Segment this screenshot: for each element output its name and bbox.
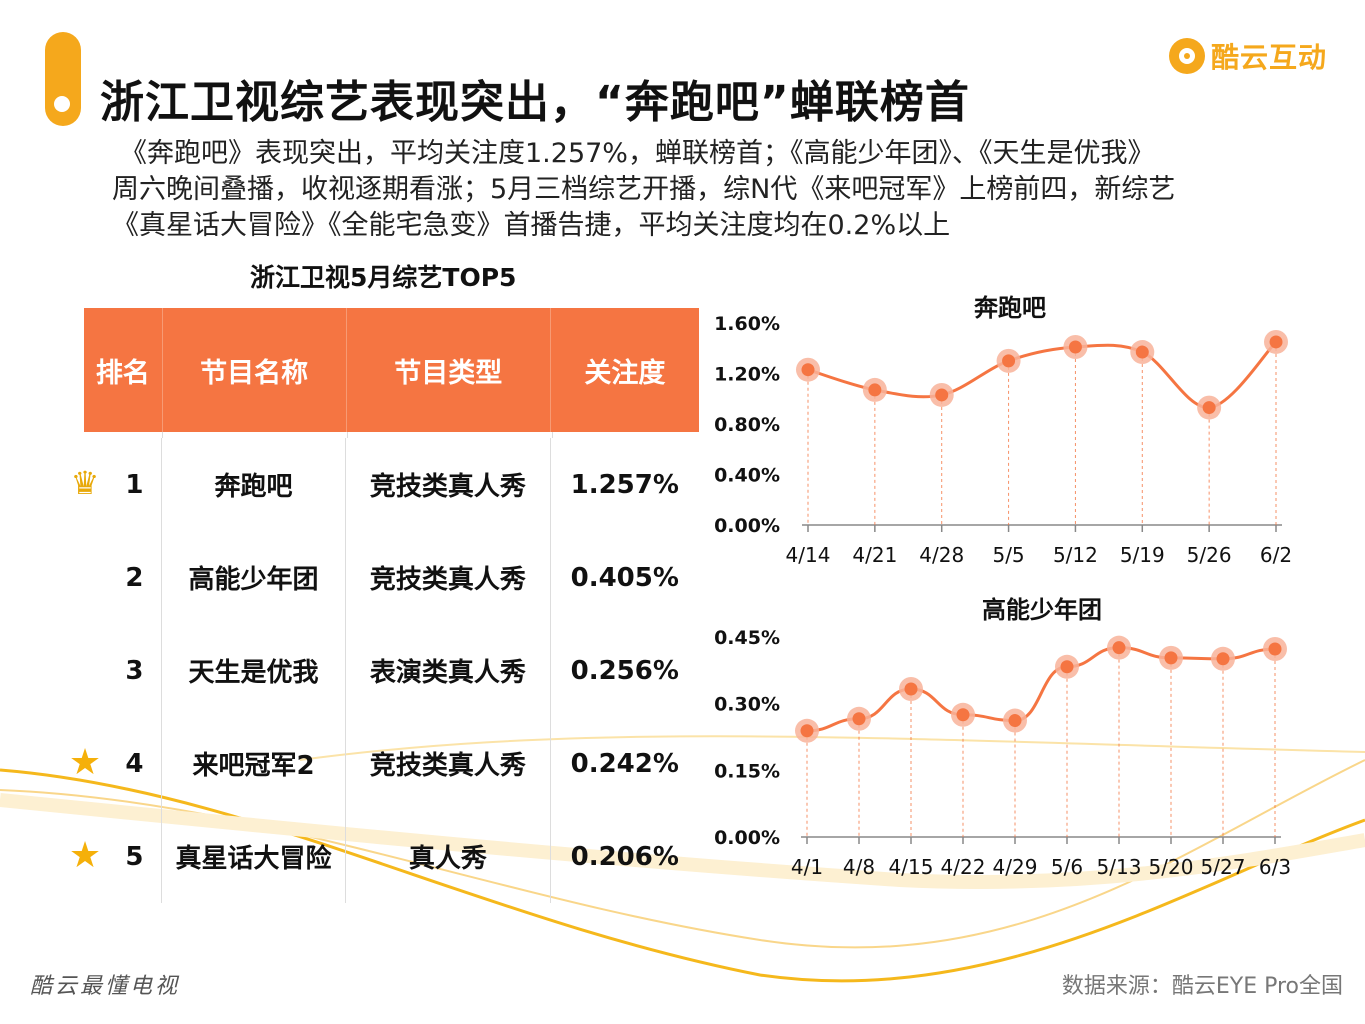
table-row: 3 天生是优我 表演类真人秀 0.256% [84,624,699,717]
chart-title: 奔跑吧 [974,294,1046,322]
rank-number: 4 [125,748,144,779]
program-name: 高能少年团 [162,531,347,624]
data-point [1068,340,1082,354]
description-line: 《奔跑吧》表现突出，平均关注度1.257%，蝉联榜首；《高能少年团》、《天生是优… [120,138,1155,169]
data-point [800,724,814,738]
x-tick-label: 5/12 [1053,543,1098,567]
header-program-type: 节目类型 [347,308,551,432]
data-point [956,708,970,722]
star-icon: ★ [68,834,102,876]
star-icon: ★ [68,741,102,783]
attention-value: 0.256% [570,655,679,686]
x-tick-label: 5/13 [1097,855,1142,879]
rank-number: 1 [125,469,144,500]
table-row: ★ 4 来吧冠军2 竞技类真人秀 0.242% [69,717,699,810]
table-header: 排名 节目名称 节目类型 关注度 [84,308,699,432]
data-point [1135,345,1149,359]
program-type: 竞技类真人秀 [346,717,551,810]
program-name: 真星话大冒险 [162,810,347,903]
program-name: 天生是优我 [162,624,347,717]
data-point [1268,642,1282,656]
description: 《奔跑吧》表现突出，平均关注度1.257%，蝉联榜首；《高能少年团》、《天生是优… [112,136,1302,244]
y-tick-label: 0.45% [714,627,780,649]
rank-number: 3 [125,655,144,686]
attention-value: 1.257% [570,469,679,500]
attention-value: 0.206% [570,841,679,872]
x-tick-label: 4/15 [889,855,934,879]
chart-gaoneng: 高能少年团 0.00% 0.15% 0.30% 0.45% 4/1 4/8 4/15 4/22 4… [705,592,1365,892]
data-point [1060,660,1074,674]
y-tick-label: 1.20% [714,364,780,386]
crown-icon: ♛ [70,464,100,502]
program-type: 竞技类真人秀 [346,531,551,624]
data-point [1008,714,1022,728]
x-tick-label: 5/27 [1201,855,1246,879]
data-point [1202,401,1216,415]
program-name: 来吧冠军2 [162,717,347,810]
brand-logo-icon [1168,38,1205,74]
title-accent-dot [54,96,70,112]
data-point [1216,652,1230,666]
x-tick-label: 6/2 [1260,543,1292,567]
attention-value: 0.242% [570,748,679,779]
table-row: 2 高能少年团 竞技类真人秀 0.405% [84,531,699,624]
table-row: ★ 5 真星话大冒险 真人秀 0.206% [69,810,699,903]
x-tick-label: 5/19 [1120,543,1165,567]
footer-source: 数据来源：酷云EYE Pro全国 [1061,974,1343,999]
page-title: 浙江卫视综艺表现突出，“奔跑吧”蝉联榜首 [100,77,970,128]
x-tick-label: 5/6 [1051,855,1083,879]
program-type: 表演类真人秀 [346,624,551,717]
x-tick-label: 4/1 [791,855,823,879]
header-attention: 关注度 [584,357,666,389]
y-tick-label: 0.00% [714,827,780,849]
x-tick-label: 4/28 [919,543,964,567]
data-point [801,363,815,377]
ranking-table: 排名 节目名称 节目类型 关注度 ♛ 1 奔跑吧 竞技类真人秀 1.257% 2 … [69,308,699,903]
y-tick-label: 0.80% [714,414,780,436]
x-tick-label: 4/14 [786,543,831,567]
chart-benpaoba: 奔跑吧 0.00% 0.40% 0.80% 1.20% 1.60% 4/14 4/21 4/28… [705,290,1365,580]
x-tick-label: 4/29 [993,855,1038,879]
table-title: 浙江卫视5月综艺TOP5 [250,263,517,292]
data-point [1164,651,1178,665]
y-tick-label: 0.00% [714,515,780,537]
x-tick-label: 5/26 [1187,543,1232,567]
data-point [904,682,918,696]
rank-number: 5 [125,841,144,872]
x-tick-label: 5/5 [992,543,1024,567]
data-point [868,383,882,397]
data-point [1002,354,1016,368]
y-tick-label: 0.40% [714,465,780,487]
header-program-name: 节目名称 [163,308,347,432]
y-tick-label: 0.15% [714,760,780,782]
description-line: 周六晚间叠播，收视逐期看涨；5月三档综艺开播，综N代《来吧冠军》上榜前四，新综艺 [112,174,1176,205]
table-row: ♛ 1 奔跑吧 竞技类真人秀 1.257% [71,438,699,531]
x-tick-label: 4/22 [941,855,986,879]
x-tick-label: 6/3 [1259,855,1291,879]
series-line [806,646,1276,733]
x-tick-label: 4/8 [843,855,875,879]
rank-number: 2 [125,562,144,593]
data-point [1269,335,1283,349]
chart-gaoneng-svg: 高能少年团 0.00% 0.15% 0.30% 0.45% 4/1 4/8 4/15 4/22 4… [714,596,1291,879]
chart-title: 高能少年团 [982,596,1102,624]
footer-slogan: 酷云最懂电视 [30,974,181,999]
program-type: 真人秀 [346,810,551,903]
chart-benpaoba-svg: 奔跑吧 0.00% 0.40% 0.80% 1.20% 1.60% 4/14 4/21 4/28… [714,294,1292,567]
data-point [935,388,949,402]
y-tick-label: 1.60% [714,313,780,335]
attention-value: 0.405% [570,562,679,593]
y-tick-label: 0.30% [714,694,780,716]
data-point [1112,641,1126,655]
brand-name: 酷云互动 [1210,41,1327,74]
program-name: 奔跑吧 [162,438,347,531]
x-tick-label: 5/20 [1149,855,1194,879]
description-line: 《真星话大冒险》《全能宅急变》首播告捷，平均关注度均在0.2%以上 [112,210,951,241]
x-tick-label: 4/21 [852,543,897,567]
program-type: 竞技类真人秀 [346,438,551,531]
header-rank: 排名 [84,308,163,432]
brand: 酷云互动 [1168,36,1327,76]
data-point [852,712,866,726]
